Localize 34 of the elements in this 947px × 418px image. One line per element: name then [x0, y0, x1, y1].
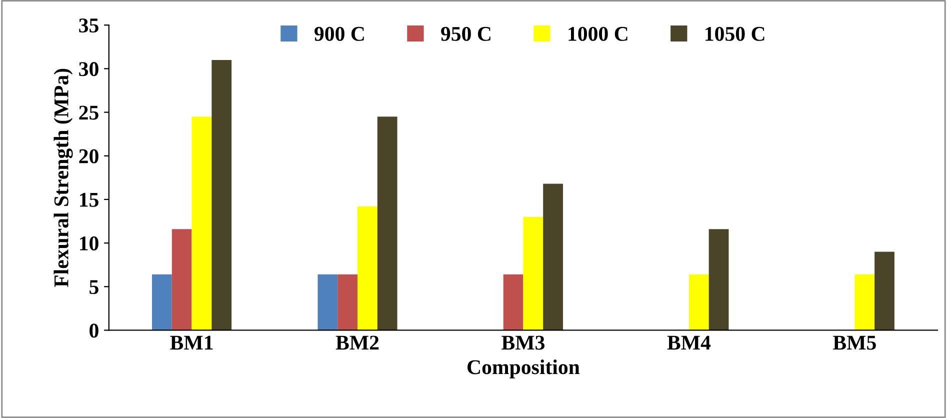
legend-label: 900 C — [314, 26, 364, 41]
bar — [543, 184, 563, 330]
y-tick-label: 30 — [79, 62, 98, 76]
bar — [874, 252, 894, 330]
y-tick-label: 15 — [80, 192, 98, 207]
bar — [212, 60, 232, 330]
bar — [318, 274, 338, 330]
bar — [152, 274, 172, 330]
bar — [192, 116, 212, 330]
y-tick-label: 5 — [90, 280, 98, 294]
x-tick-label: BM4 — [667, 336, 711, 350]
y-tick-label: 0 — [90, 324, 98, 338]
bar — [854, 274, 875, 330]
x-tick-label: BM1 — [170, 336, 213, 350]
y-tick-label: 35 — [79, 18, 98, 33]
x-tick-label: BM3 — [502, 336, 544, 350]
x-tick-label: BM2 — [336, 336, 379, 350]
y-axis-title: Flexural Strength (MPa) — [54, 68, 73, 288]
bar — [688, 274, 709, 330]
bar — [523, 216, 544, 330]
bar — [503, 274, 524, 330]
bar — [357, 206, 378, 330]
bar — [708, 229, 729, 330]
bar — [377, 116, 398, 330]
x-tick-label: BM5 — [833, 336, 876, 350]
y-tick-label: 25 — [79, 106, 98, 120]
y-tick-label: 10 — [80, 236, 98, 250]
legend-label: 1050 C — [706, 26, 764, 41]
legend-label: 950 C — [441, 26, 490, 41]
bar — [172, 229, 192, 330]
bar — [338, 274, 358, 330]
legend-label: 1000 C — [568, 26, 628, 41]
x-axis-title: Composition — [468, 360, 580, 378]
y-tick-label: 20 — [79, 149, 98, 164]
